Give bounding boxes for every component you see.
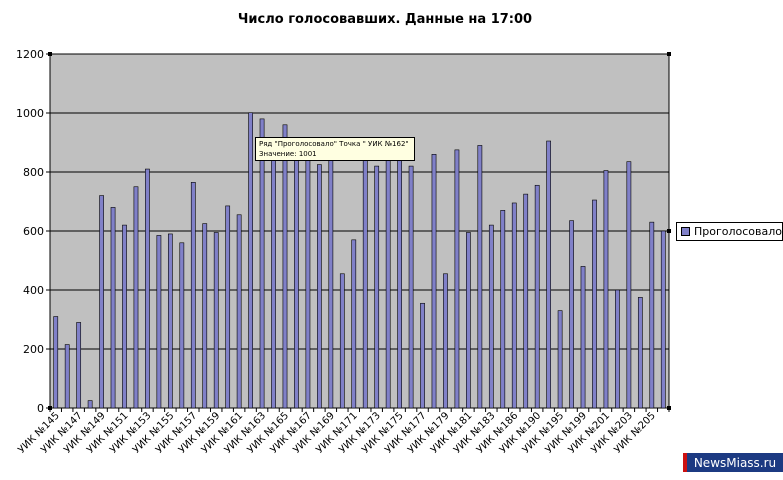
bar[interactable] (397, 154, 402, 409)
tooltip-series-point: Ряд "Проголосовало" Точка " УИК №162" (259, 140, 409, 148)
chart-title: Число голосовавших. Данные на 17:00 (238, 12, 532, 27)
bar[interactable] (190, 182, 196, 409)
bar[interactable] (374, 165, 380, 409)
bar[interactable] (259, 118, 265, 409)
gridlines (50, 112, 669, 350)
bar[interactable] (53, 316, 59, 409)
bar[interactable] (477, 145, 483, 409)
bar[interactable] (317, 164, 322, 409)
bar[interactable] (466, 232, 471, 409)
bar[interactable] (236, 214, 242, 409)
bar[interactable] (179, 242, 185, 409)
selection-handle[interactable] (667, 406, 671, 410)
selection-handles[interactable] (48, 52, 671, 410)
y-tick-label: 1200 (16, 48, 44, 61)
bar[interactable] (64, 344, 70, 409)
bar[interactable] (580, 266, 586, 409)
bar[interactable] (110, 207, 116, 409)
y-tick-label: 400 (23, 284, 44, 297)
bar[interactable] (385, 148, 391, 409)
y-tick-label: 600 (23, 225, 44, 238)
y-tick-label: 800 (23, 166, 44, 179)
bar[interactable] (225, 205, 231, 409)
bar[interactable] (362, 139, 368, 409)
bar[interactable] (213, 232, 219, 409)
bar[interactable] (202, 223, 208, 409)
bar[interactable] (328, 148, 334, 409)
bar[interactable] (511, 202, 517, 409)
bar[interactable] (660, 230, 666, 409)
legend-label: Проголосовало (694, 225, 783, 238)
bar[interactable] (592, 199, 597, 409)
tooltip-value: Значение: 1001 (259, 150, 317, 158)
bar[interactable] (443, 273, 448, 409)
bar[interactable] (523, 193, 529, 409)
bar[interactable] (76, 322, 82, 409)
bar[interactable] (569, 220, 574, 409)
selection-handle[interactable] (48, 406, 52, 410)
bar[interactable] (534, 184, 540, 409)
y-axis-ticks: 0 200 400 600 800 1000 1200 (16, 48, 50, 415)
bar[interactable] (637, 297, 643, 409)
bar[interactable] (351, 239, 357, 409)
selection-handle[interactable] (48, 52, 52, 56)
bar[interactable] (145, 168, 150, 409)
bar[interactable] (408, 165, 414, 409)
legend-swatch (681, 227, 690, 236)
bar[interactable] (431, 154, 437, 409)
bar[interactable] (454, 149, 460, 409)
bar[interactable] (603, 170, 609, 409)
bar[interactable] (305, 154, 311, 409)
bar[interactable] (133, 186, 139, 409)
bar[interactable] (156, 235, 162, 409)
bar[interactable] (99, 195, 104, 409)
bar[interactable] (339, 273, 345, 409)
bar[interactable] (626, 161, 632, 409)
selection-handle[interactable] (667, 229, 671, 233)
bar[interactable] (167, 233, 173, 409)
bar[interactable] (615, 289, 620, 409)
bar[interactable] (649, 221, 655, 409)
bar[interactable] (294, 156, 299, 409)
bar[interactable] (282, 124, 288, 409)
bar[interactable] (557, 310, 563, 409)
bar[interactable] (420, 302, 425, 409)
bar[interactable] (500, 210, 506, 409)
bar[interactable] (122, 224, 127, 409)
legend[interactable]: Проголосовало (676, 222, 783, 241)
bars[interactable] (53, 112, 666, 409)
bar[interactable] (248, 112, 253, 409)
y-tick-label: 1000 (16, 107, 44, 120)
bar[interactable] (87, 400, 93, 409)
bar[interactable] (271, 139, 276, 409)
y-tick-label: 200 (23, 343, 44, 356)
bar[interactable] (546, 140, 552, 409)
selection-handle[interactable] (667, 52, 671, 56)
watermark: NewsMiass.ru (683, 453, 783, 472)
y-tick-label: 0 (37, 402, 44, 415)
bar[interactable] (488, 224, 494, 409)
tooltip: Ряд "Проголосовало" Точка " УИК №162" Зн… (255, 137, 415, 161)
